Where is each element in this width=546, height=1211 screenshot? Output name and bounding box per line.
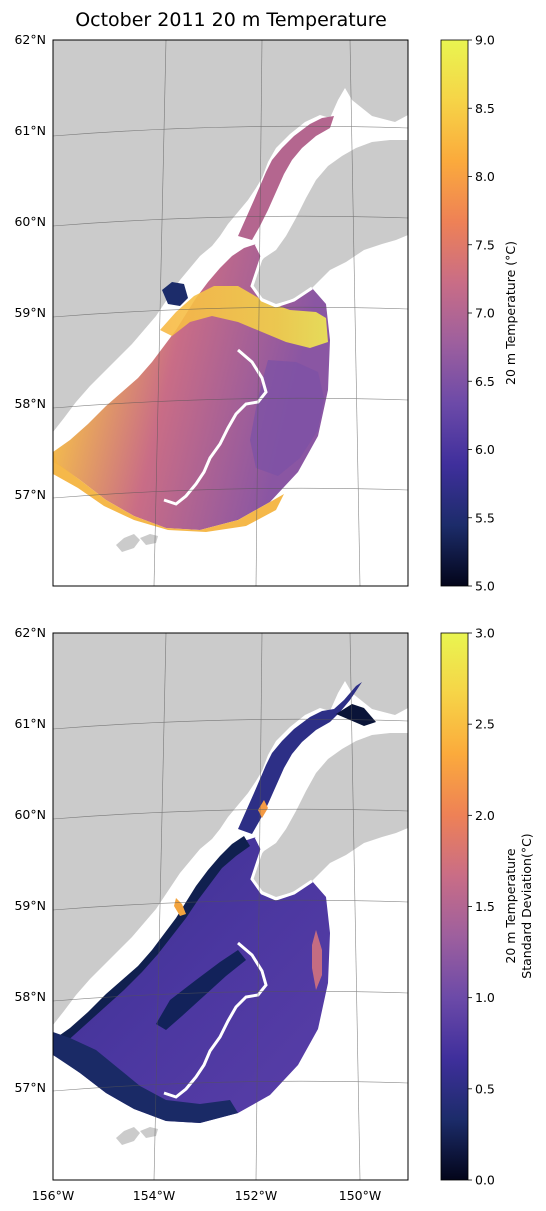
- lat-tick-label: 57°N: [14, 487, 46, 502]
- graticule-panel-1: [53, 40, 408, 586]
- colorbar-label: 20 m Temperature (°C): [503, 241, 518, 385]
- colorbar-ticks: 9.0 8.5 8.0 7.5 7.0 6.5 6.0 5.5 5.0: [468, 33, 495, 594]
- coastline-gap-kodiak: [163, 348, 268, 506]
- std-field-dark-strait: [156, 950, 246, 1030]
- parallel-57n: [53, 487, 408, 499]
- meridian-154w: [153, 633, 167, 1180]
- lat-tick-label: 58°N: [14, 989, 46, 1004]
- parallel-59n: [53, 899, 408, 911]
- colorbar-label-line-1: 20 m Temperature: [503, 848, 518, 964]
- parallel-58n: [53, 397, 408, 409]
- lat-tick-labels-panel-1: 62°N 61°N 60°N 59°N 58°N 57°N: [14, 32, 46, 502]
- std-field-shelf: [53, 837, 330, 1123]
- colorbar-fill: [440, 632, 469, 1181]
- lat-tick-label: 60°N: [14, 807, 46, 822]
- land-trinity-islands: [116, 1127, 140, 1145]
- temperature-field-dark-cove: [162, 282, 188, 306]
- lat-tick-label: 61°N: [14, 123, 46, 138]
- lon-tick-label: 152°W: [235, 1188, 277, 1203]
- temperature-field-inlet: [238, 116, 334, 240]
- colorbar-tick-label: 5.0: [475, 579, 495, 594]
- coastline-gap-kodiak: [163, 941, 268, 1099]
- meridian-154w: [153, 40, 167, 586]
- colorbar-label-line-2: Standard Deviation(°C): [519, 833, 534, 978]
- colorbar-temperature: 9.0 8.5 8.0 7.5 7.0 6.5 6.0 5.5 5.0 20 m Tempera…: [440, 33, 518, 594]
- coastline-gap-kenai: [250, 836, 313, 901]
- colorbar-tick-label: 2.5: [475, 717, 495, 732]
- colorbar-tick-label: 0.5: [475, 1081, 495, 1096]
- coastline-gap-kenai: [250, 243, 313, 308]
- map-panel-temperature: 62°N 61°N 60°N 59°N 58°N 57°N 9.0 8.5 8.0 7…: [14, 32, 518, 594]
- parallel-57n: [53, 1080, 408, 1092]
- lat-tick-label: 61°N: [14, 716, 46, 731]
- parallel-61n: [53, 718, 408, 730]
- temperature-field-cool-region: [250, 360, 324, 476]
- lat-tick-label: 62°N: [14, 625, 46, 640]
- lon-tick-label: 154°W: [133, 1188, 175, 1203]
- lat-tick-label: 60°N: [14, 214, 46, 229]
- colorbar-tick-label: 2.0: [475, 808, 495, 823]
- colorbar-tick-label: 6.5: [475, 374, 495, 389]
- land-mainland: [53, 633, 408, 1025]
- meridian-152w: [255, 633, 263, 1180]
- colorbar-fill: [440, 39, 469, 587]
- meridian-150w: [349, 40, 361, 586]
- std-field-inlet: [238, 682, 362, 834]
- land-kenai-peninsula: [252, 733, 408, 897]
- lat-tick-label: 57°N: [14, 1080, 46, 1095]
- colorbar-tick-label: 7.0: [475, 306, 495, 321]
- meridian-152w: [255, 40, 263, 586]
- std-field-streak-east: [312, 930, 322, 990]
- map-frame: [52, 632, 409, 1181]
- colorbar-ticks: 3.0 2.5 2.0 1.5 1.0 0.5 0.0: [468, 626, 495, 1188]
- colorbar-tick-label: 3.0: [475, 626, 495, 641]
- colorbar-tick-label: 5.5: [475, 510, 495, 525]
- map-panel-standard-deviation: 62°N 61°N 60°N 59°N 58°N 57°N 156°W 154°…: [14, 625, 534, 1203]
- colorbar-tick-label: 1.5: [475, 899, 495, 914]
- std-field-dark-coast: [53, 836, 250, 1052]
- colorbar-tick-label: 0.0: [475, 1173, 495, 1188]
- colorbar-tick-label: 8.0: [475, 169, 495, 184]
- temperature-field-warm-band: [160, 286, 328, 348]
- lon-tick-label: 156°W: [32, 1188, 74, 1203]
- land-trinity-islands: [116, 534, 140, 552]
- parallel-61n: [53, 125, 408, 137]
- std-field-inlet-dark-rim: [336, 704, 376, 726]
- graticule-panel-2: [53, 633, 408, 1180]
- land-mainland: [53, 40, 408, 432]
- colorbar-tick-label: 6.0: [475, 442, 495, 457]
- lat-tick-label: 59°N: [14, 305, 46, 320]
- std-field-dark-south: [53, 1032, 238, 1123]
- parallel-60n: [53, 215, 408, 227]
- parallel-59n: [53, 306, 408, 318]
- colorbar-tick-label: 1.0: [475, 990, 495, 1005]
- parallel-60n: [53, 808, 408, 820]
- land-chirikof-islet: [140, 534, 158, 545]
- colorbar-standard-deviation: 3.0 2.5 2.0 1.5 1.0 0.5 0.0 20 m Temperature S…: [440, 626, 534, 1188]
- std-field-inlet-bright: [258, 800, 268, 818]
- land-kenai-peninsula: [252, 140, 408, 304]
- lon-tick-label: 150°W: [339, 1188, 381, 1203]
- parallel-58n: [53, 990, 408, 1002]
- lat-tick-label: 59°N: [14, 898, 46, 913]
- lat-tick-label: 58°N: [14, 396, 46, 411]
- colorbar-tick-label: 7.5: [475, 237, 495, 252]
- figure-title: October 2011 20 m Temperature: [75, 9, 387, 31]
- meridian-150w: [349, 633, 361, 1180]
- land-chirikof-islet: [140, 1127, 158, 1138]
- lat-tick-label: 62°N: [14, 32, 46, 47]
- lat-tick-labels-panel-2: 62°N 61°N 60°N 59°N 58°N 57°N: [14, 625, 46, 1095]
- map-frame: [52, 39, 409, 587]
- colorbar-tick-label: 8.5: [475, 101, 495, 116]
- colorbar-tick-label: 9.0: [475, 33, 495, 48]
- lon-tick-labels: 156°W 154°W 152°W 150°W: [32, 1188, 381, 1203]
